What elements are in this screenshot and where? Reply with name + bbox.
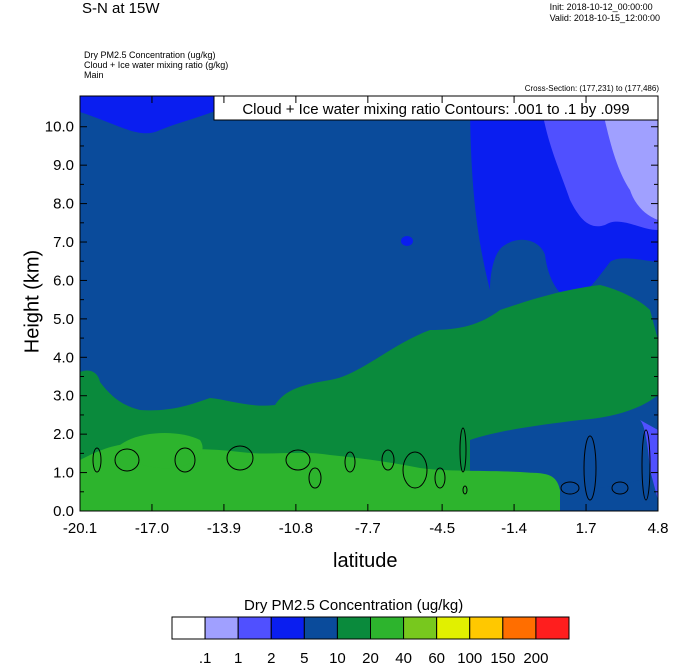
contour — [434, 467, 446, 489]
x-tick-label: -10.8 — [279, 520, 313, 537]
colorbar-swatch — [535, 616, 570, 640]
colorbar-label: 2 — [267, 650, 275, 667]
y-tick-label: 0.0 — [53, 503, 74, 520]
colorbar-label: 10 — [329, 650, 346, 667]
colorbar-swatch — [204, 616, 239, 640]
contour — [308, 467, 322, 489]
contour — [285, 449, 311, 471]
colorbar-label: .1 — [199, 650, 212, 667]
contour — [560, 481, 580, 495]
contour — [114, 448, 140, 472]
contour — [402, 451, 428, 489]
y-tick-label: 4.0 — [53, 349, 74, 366]
contour — [381, 449, 395, 471]
field-pm25: Dry PM2.5 Concentration (ug/kg) — [84, 50, 216, 60]
colorbar-title: Dry PM2.5 Concentration (ug/kg) — [244, 597, 464, 614]
region-lightgreen-layer — [80, 443, 560, 511]
x-axis-label: latitude — [333, 550, 398, 572]
colorbar-swatch — [502, 616, 537, 640]
colorbar-swatch — [403, 616, 438, 640]
contour — [226, 445, 254, 471]
contour — [344, 451, 356, 473]
x-axis: -20.1 -17.0 -13.9 -10.8 -7.7 -4.5 -1.4 1.7 4.8 — [63, 96, 669, 537]
colorbar-swatch — [469, 616, 504, 640]
colorbar-label: 60 — [428, 650, 445, 667]
valid-time: Valid: 2018-10-15_12:00:00 — [549, 13, 660, 23]
contour-info-box — [213, 95, 659, 121]
y-tick-label: 8.0 — [53, 196, 74, 213]
contour — [459, 427, 467, 473]
colorbar-swatch — [436, 616, 471, 640]
region-surface-right — [560, 470, 658, 511]
y-tick-label: 6.0 — [53, 272, 74, 289]
field-list: Dry PM2.5 Concentration (ug/kg) Cloud + … — [84, 50, 228, 80]
x-tick-label: -13.9 — [207, 520, 241, 537]
colorbar-label: 20 — [362, 650, 379, 667]
plot-title: S-N at 15W — [82, 0, 160, 17]
x-tick-label: -4.5 — [429, 520, 455, 537]
contour — [583, 435, 597, 501]
heatmap-field — [80, 96, 658, 511]
region-upper-right-light — [600, 96, 658, 220]
colorbar-label: 40 — [395, 650, 412, 667]
contour — [174, 447, 196, 473]
colorbar-swatch — [370, 616, 405, 640]
colorbar-label: 150 — [490, 650, 515, 667]
region-upper-left — [80, 96, 240, 134]
y-tick-label: 1.0 — [53, 465, 74, 482]
y-axis-label: Height (km) — [21, 249, 44, 354]
region-lightgreen-patch — [120, 433, 203, 469]
field-cloud: Cloud + Ice water mixing ratio (g/kg) — [84, 60, 229, 70]
colorbar-label: 1 — [234, 650, 242, 667]
x-tick-label: -20.1 — [63, 520, 97, 537]
colorbar-label: 200 — [523, 650, 548, 667]
field-main: Main — [84, 70, 104, 80]
colorbar-swatch — [336, 616, 371, 640]
colorbar-swatch — [303, 616, 338, 640]
y-tick-label: 3.0 — [53, 388, 74, 405]
y-tick-label: 5.0 — [53, 311, 74, 328]
region-column-right — [640, 420, 658, 500]
colorbar-label: 5 — [300, 650, 308, 667]
cross-section-label: Cross-Section: (177,231) to (177,486) — [524, 84, 659, 93]
y-tick-label: 7.0 — [53, 234, 74, 251]
colorbar-swatch — [270, 616, 305, 640]
y-tick-label: 2.0 — [53, 426, 74, 443]
x-tick-label: 4.8 — [648, 520, 669, 537]
contour-info-text: Cloud + Ice water mixing ratio Contours:… — [242, 101, 629, 118]
contour — [92, 447, 102, 473]
colorbar-swatch — [237, 616, 272, 640]
x-tick-label: -17.0 — [135, 520, 169, 537]
y-axis: 0.0 1.0 2.0 3.0 4.0 5.0 6.0 7.0 8.0 9.0 10.0 — [45, 119, 658, 520]
y-tick-label: 10.0 — [45, 119, 74, 136]
time-info: Init: 2018-10-12_00:00:00 Valid: 2018-10… — [550, 2, 660, 24]
x-tick-label: 1.7 — [576, 520, 597, 537]
y-tick-label: 9.0 — [53, 157, 74, 174]
region-small-blob — [401, 236, 413, 246]
contour — [462, 485, 468, 495]
colorbar: .1 1 2 5 10 20 40 60 100 150 200 — [171, 616, 570, 667]
contour — [641, 429, 651, 501]
colorbar-swatch — [171, 616, 206, 640]
x-tick-label: -7.7 — [355, 520, 381, 537]
cloud-contours — [92, 427, 651, 501]
x-tick-label: -1.4 — [501, 520, 527, 537]
colorbar-label: 100 — [457, 650, 482, 667]
init-time: Init: 2018-10-12_00:00:00 — [549, 2, 653, 12]
contour — [611, 481, 629, 495]
